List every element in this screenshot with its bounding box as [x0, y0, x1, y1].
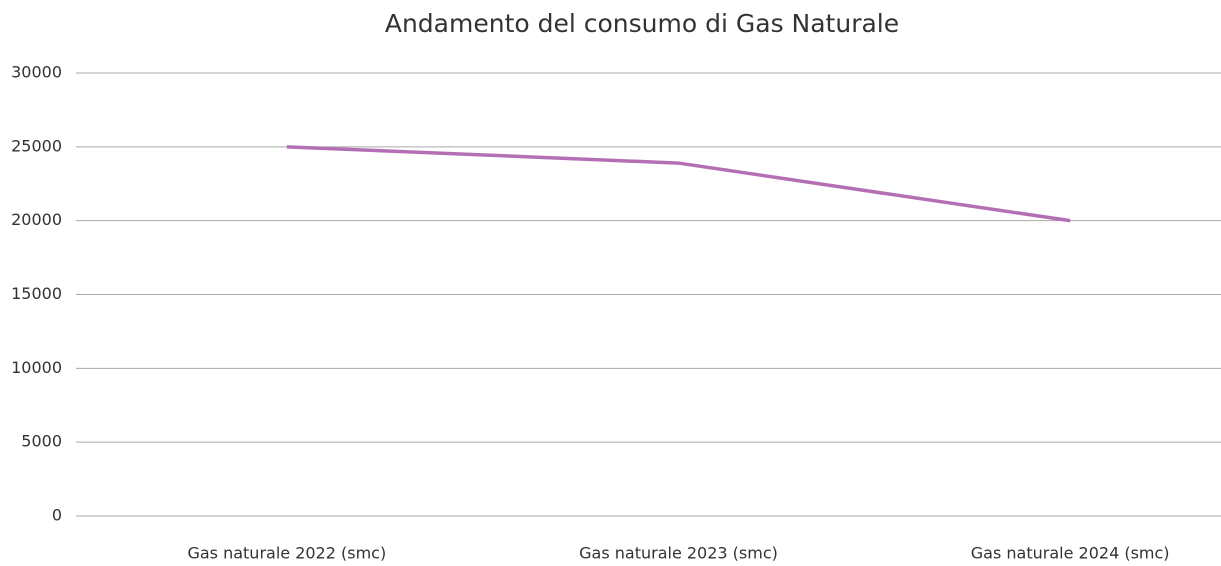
y-tick-label: 20000	[11, 210, 62, 229]
x-tick-label: Gas naturale 2022 (smc)	[187, 544, 386, 563]
y-tick-label: 5000	[21, 432, 62, 451]
line-series	[286, 145, 1071, 223]
y-tick-label: 0	[52, 506, 62, 525]
x-tick-label: Gas naturale 2023 (smc)	[579, 544, 778, 563]
y-tick-label: 15000	[11, 284, 62, 303]
y-tick-label: 25000	[11, 136, 62, 155]
y-tick-label: 10000	[11, 358, 62, 377]
chart-title: Andamento del consumo di Gas Naturale	[385, 9, 899, 38]
x-tick-label: Gas naturale 2024 (smc)	[971, 544, 1170, 563]
y-tick-label: 30000	[11, 63, 62, 82]
